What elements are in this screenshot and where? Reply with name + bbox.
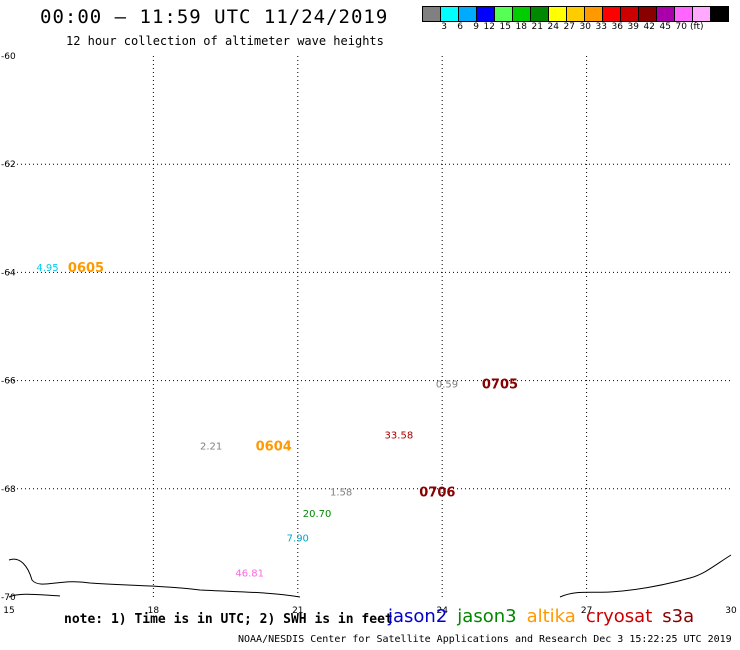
coastline-left <box>8 558 301 598</box>
wave-height-label: 7.90 <box>287 533 309 544</box>
colorbar <box>422 6 729 22</box>
wave-height-label: 46.81 <box>235 569 264 580</box>
wave-height-label: 1.58 <box>330 488 352 499</box>
y-tick-label: -62 <box>1 160 16 170</box>
colorbar-label: 3 <box>441 22 447 32</box>
coastline-right <box>559 554 732 598</box>
legend-jason2: jason2 <box>388 606 448 627</box>
colorbar-label: 39 <box>627 22 639 32</box>
colorbar-swatch <box>710 6 729 22</box>
x-tick-label: 18 <box>148 606 160 616</box>
wave-height-label: 0.59 <box>436 379 458 390</box>
footer-note: note: 1) Time is in UTC; 2) SWH is in fe… <box>64 612 393 627</box>
y-tick-label: -60 <box>1 52 16 62</box>
y-tick-label: -70 <box>1 593 16 603</box>
x-tick-label: 27 <box>581 606 592 616</box>
chart-subtitle: 12 hour collection of altimeter wave hei… <box>66 34 384 48</box>
colorbar-label: 42 <box>643 22 655 32</box>
x-tick-label: 21 <box>292 606 303 616</box>
colorbar-label: 33 <box>595 22 607 32</box>
x-tick-label: 24 <box>436 606 448 616</box>
chart-title: 00:00 – 11:59 UTC 11/24/2019 <box>40 6 389 28</box>
colorbar-label: 21 <box>531 22 543 32</box>
time-label: 0705 <box>482 377 518 392</box>
legend-cryosat: cryosat <box>585 606 653 627</box>
wave-height-label: 4.95 <box>36 263 58 274</box>
colorbar-label: 30 <box>579 22 591 32</box>
footer-credit: NOAA/NESDIS Center for Satellite Applica… <box>238 634 732 645</box>
colorbar-label: 70 <box>675 22 687 32</box>
legend-jason3: jason3 <box>457 606 517 627</box>
satellite-legend: jason2 jason3 altika cryosat s3a <box>388 606 704 627</box>
legend-s3a: s3a <box>662 606 695 627</box>
x-tick-label: 30 <box>725 606 737 616</box>
colorbar-label: 24 <box>547 22 559 32</box>
y-tick-label: -68 <box>1 485 16 495</box>
colorbar-label: 15 <box>499 22 511 32</box>
colorbar-label: 12 <box>483 22 495 32</box>
colorbar-label: 9 <box>473 22 479 32</box>
wave-height-label: 20.70 <box>303 509 332 520</box>
colorbar-label: 36 <box>611 22 623 32</box>
time-label: 0604 <box>256 440 292 455</box>
colorbar-label: 6 <box>457 22 463 32</box>
x-tick-label: 15 <box>3 606 14 616</box>
y-tick-label: -66 <box>1 377 16 387</box>
colorbar-unit: (ft) <box>690 22 704 32</box>
y-tick-label: -64 <box>1 268 16 278</box>
wave-height-label: 2.21 <box>200 442 222 453</box>
time-label: 0706 <box>419 486 455 501</box>
time-label: 0605 <box>68 261 104 276</box>
colorbar-label: 27 <box>563 22 575 32</box>
legend-altika: altika <box>526 606 576 627</box>
wave-height-label: 33.58 <box>385 431 414 442</box>
colorbar-label: 45 <box>659 22 671 32</box>
colorbar-labels: 3 6 9 12 15 18 21 24 27 30 33 36 39 42 45 70 (ft) <box>422 22 704 32</box>
colorbar-label: 18 <box>515 22 527 32</box>
